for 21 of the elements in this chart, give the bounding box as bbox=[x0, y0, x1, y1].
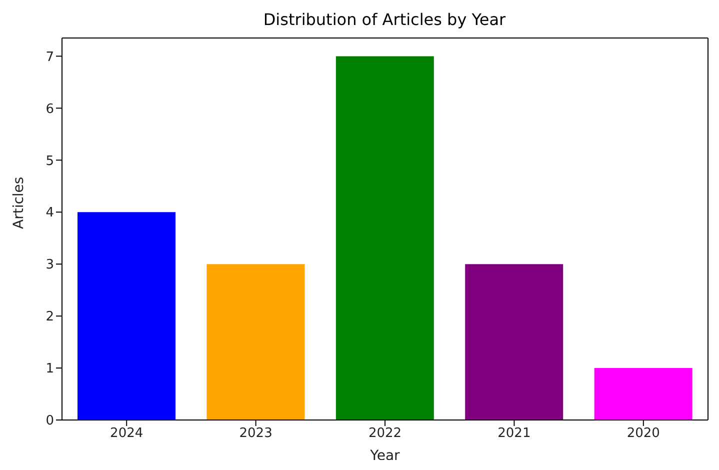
x-tick-label: 2022 bbox=[368, 426, 402, 442]
bar bbox=[594, 368, 692, 420]
y-tick-label: 1 bbox=[46, 362, 54, 377]
y-tick-label: 0 bbox=[46, 414, 54, 429]
y-tick-label: 6 bbox=[46, 102, 54, 117]
y-tick-label: 5 bbox=[46, 154, 54, 169]
bar bbox=[336, 56, 434, 420]
x-tick-label: 2021 bbox=[498, 426, 531, 442]
bar bbox=[206, 264, 305, 420]
x-axis-title: Year bbox=[369, 448, 400, 464]
y-tick-label: 4 bbox=[46, 206, 54, 221]
x-tick-label: 2023 bbox=[239, 426, 272, 442]
y-tick-label: 7 bbox=[46, 50, 54, 65]
y-tick-label: 3 bbox=[46, 258, 54, 273]
x-tick-label: 2020 bbox=[626, 426, 660, 442]
y-tick-label: 2 bbox=[46, 310, 54, 325]
y-axis-title: Articles bbox=[10, 176, 27, 229]
bar bbox=[465, 264, 564, 420]
bar bbox=[78, 212, 176, 420]
x-tick-label: 2024 bbox=[110, 426, 144, 442]
chart-title: Distribution of Articles by Year bbox=[262, 9, 507, 31]
